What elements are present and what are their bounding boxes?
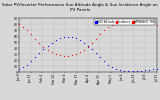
Point bbox=[135, 71, 138, 72]
Point bbox=[18, 23, 20, 25]
Point bbox=[91, 42, 93, 44]
Point bbox=[62, 36, 65, 38]
Point bbox=[99, 33, 101, 35]
Point bbox=[87, 46, 89, 48]
Point bbox=[26, 29, 29, 31]
Point bbox=[50, 51, 53, 53]
Point bbox=[107, 26, 109, 28]
Text: Solar PV/Inverter Performance Sun Altitude Angle & Sun Incidence Angle on PV Pan: Solar PV/Inverter Performance Sun Altitu… bbox=[2, 3, 158, 12]
Point bbox=[42, 48, 45, 50]
Point bbox=[107, 64, 109, 66]
Point bbox=[91, 48, 93, 50]
Point bbox=[22, 26, 24, 28]
Point bbox=[18, 68, 20, 70]
Point bbox=[71, 54, 73, 56]
Point bbox=[83, 49, 85, 51]
Point bbox=[103, 29, 105, 31]
Point bbox=[79, 51, 81, 53]
Point bbox=[54, 39, 57, 41]
Point bbox=[119, 69, 122, 71]
Point bbox=[75, 53, 77, 55]
Point bbox=[156, 68, 158, 70]
Legend: HOZ Altitude, Incidence, APPARENT TRK: HOZ Altitude, Incidence, APPARENT TRK bbox=[94, 19, 155, 24]
Point bbox=[119, 22, 122, 24]
Point bbox=[131, 71, 134, 72]
Point bbox=[42, 46, 45, 48]
Point bbox=[152, 68, 154, 70]
Point bbox=[34, 56, 37, 58]
Point bbox=[46, 45, 49, 46]
Point bbox=[147, 69, 150, 70]
Point bbox=[54, 53, 57, 55]
Point bbox=[67, 36, 69, 37]
Point bbox=[123, 70, 126, 72]
Point bbox=[123, 21, 126, 23]
Point bbox=[87, 45, 89, 46]
Point bbox=[58, 54, 61, 56]
Point bbox=[38, 52, 41, 54]
Point bbox=[131, 21, 134, 22]
Point bbox=[127, 71, 130, 72]
Point bbox=[95, 52, 97, 54]
Point bbox=[143, 22, 146, 24]
Point bbox=[111, 24, 114, 26]
Point bbox=[38, 42, 41, 44]
Point bbox=[152, 23, 154, 25]
Point bbox=[34, 38, 37, 40]
Point bbox=[99, 56, 101, 58]
Point bbox=[139, 21, 142, 23]
Point bbox=[79, 39, 81, 41]
Point bbox=[71, 36, 73, 38]
Point bbox=[67, 55, 69, 57]
Point bbox=[50, 42, 53, 43]
Point bbox=[115, 23, 118, 25]
Point bbox=[147, 23, 150, 24]
Point bbox=[75, 38, 77, 39]
Point bbox=[83, 42, 85, 43]
Point bbox=[156, 24, 158, 25]
Point bbox=[46, 49, 49, 51]
Point bbox=[62, 55, 65, 57]
Point bbox=[22, 66, 24, 68]
Point bbox=[115, 68, 118, 70]
Point bbox=[111, 66, 114, 68]
Point bbox=[103, 60, 105, 62]
Point bbox=[95, 38, 97, 40]
Point bbox=[58, 38, 61, 39]
Point bbox=[26, 64, 29, 66]
Point bbox=[139, 70, 142, 72]
Point bbox=[30, 60, 33, 62]
Point bbox=[127, 21, 130, 22]
Point bbox=[143, 69, 146, 71]
Point bbox=[135, 21, 138, 22]
Point bbox=[30, 33, 33, 35]
